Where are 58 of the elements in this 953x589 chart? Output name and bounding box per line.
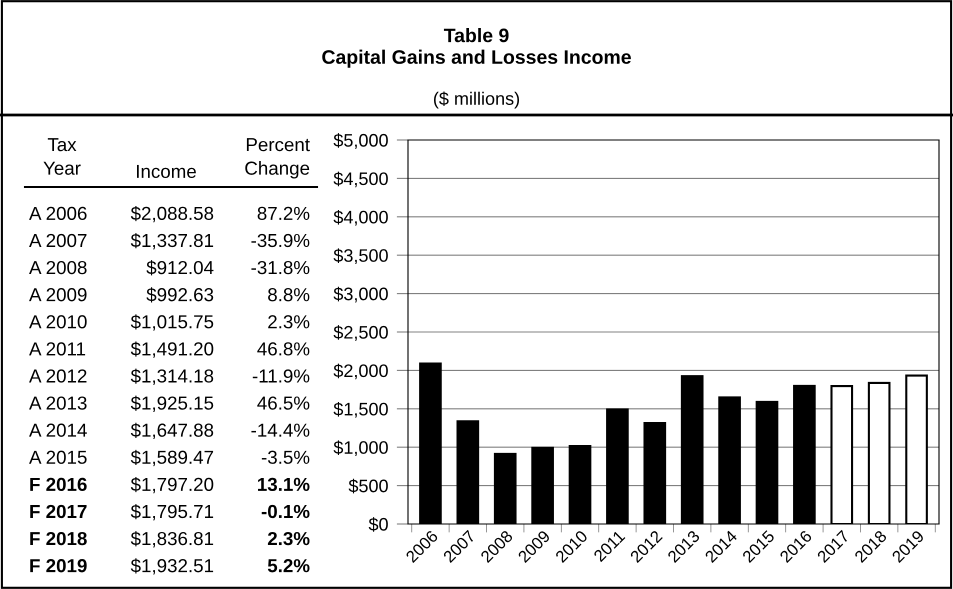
text: A 2008 xyxy=(29,260,87,274)
text: A 2009 xyxy=(29,288,87,302)
text: F 2016 xyxy=(30,478,87,492)
text: 46.8% xyxy=(257,342,310,356)
text: -31.8% xyxy=(251,260,310,274)
y-tick-label: $3,500 xyxy=(334,248,388,264)
text: 5.2% xyxy=(268,559,310,572)
y-tick-label: $2,500 xyxy=(334,325,388,341)
text: -14.4% xyxy=(251,424,310,437)
text: F 2019 xyxy=(30,559,87,572)
text: Percent Change xyxy=(245,138,310,179)
text: $1,836.81 xyxy=(130,531,214,548)
text: -11.9% xyxy=(252,369,310,383)
text: 13.1% xyxy=(258,478,310,492)
text: Income xyxy=(136,164,196,178)
text: $912.04 xyxy=(146,260,214,276)
text: 46.5% xyxy=(257,396,310,410)
chart-title: Table 9 Capital Gains and Losses Income xyxy=(322,28,631,68)
text: A 2010 xyxy=(29,315,87,328)
text: $1,589.47 xyxy=(130,450,214,466)
text: A 2007 xyxy=(29,234,86,248)
text: -0.1% xyxy=(262,504,310,518)
y-tick-label: $4,500 xyxy=(334,172,388,188)
text: A 2015 xyxy=(29,450,87,464)
text: -3.5% xyxy=(262,450,310,464)
text: $1,337.81 xyxy=(130,233,214,250)
y-tick-label: $500 xyxy=(348,478,388,494)
text: $1,795.71 xyxy=(130,504,214,520)
text: 2.3% xyxy=(268,532,310,546)
y-tick-label: $5,000 xyxy=(334,133,388,149)
text: A 2006 xyxy=(29,206,87,220)
text: $1,647.88 xyxy=(130,422,214,440)
text: $1,925.15 xyxy=(130,396,214,412)
text: 2.3% xyxy=(268,315,310,328)
y-tick-label: $2,000 xyxy=(334,364,388,380)
text: F 2017 xyxy=(30,504,87,518)
text: 87.2% xyxy=(258,206,310,220)
text: F 2018 xyxy=(30,532,87,546)
text: 8.8% xyxy=(268,288,310,302)
text: -35.9% xyxy=(251,234,310,248)
text: $1,314.18 xyxy=(130,368,214,385)
y-tick-label: $1,500 xyxy=(334,402,388,418)
y-tick-label: $4,000 xyxy=(334,210,388,226)
y-tick-label: $1,000 xyxy=(334,440,388,456)
text: $992.63 xyxy=(146,287,214,302)
y-tick-label: $0 xyxy=(368,517,388,532)
text: A 2013 xyxy=(29,396,87,410)
text: $2,088.58 xyxy=(130,206,214,222)
text: $1,932.51 xyxy=(130,558,214,575)
text: $1,797.20 xyxy=(130,476,214,494)
text: A 2011 xyxy=(29,342,86,356)
text: Tax Year xyxy=(43,138,81,175)
chart-subtitle: ($ millions) xyxy=(434,91,520,109)
text: A 2012 xyxy=(29,369,86,383)
text: $1,491.20 xyxy=(130,341,214,358)
text: A 2014 xyxy=(29,424,87,437)
text: $1,015.75 xyxy=(130,314,214,331)
y-tick-label: $3,000 xyxy=(334,286,388,302)
